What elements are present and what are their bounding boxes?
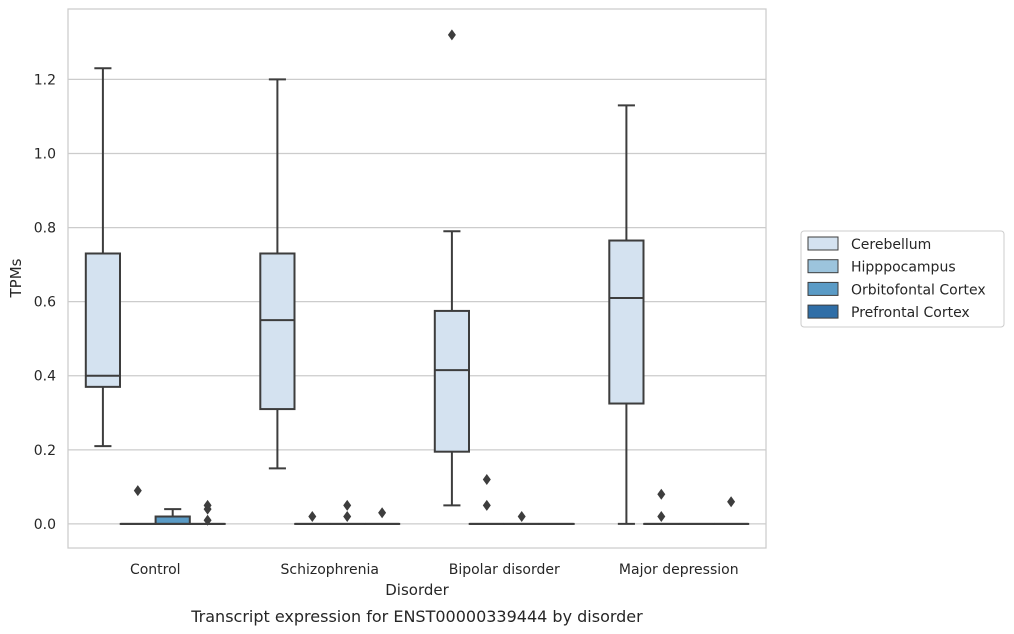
- outlier-point: [378, 507, 387, 519]
- outlier-point: [447, 29, 456, 41]
- outlier-point: [343, 499, 352, 511]
- box-cerebellum: [608, 104, 645, 525]
- box-body: [84, 252, 122, 388]
- legend-label: Prefrontal Cortex: [851, 305, 970, 321]
- outlier-point: [482, 473, 491, 485]
- outlier-point: [727, 496, 736, 508]
- outlier-point: [133, 485, 142, 497]
- outlier-point: [517, 511, 526, 523]
- box-prefrontal-cortex: [363, 507, 401, 525]
- outlier-point: [203, 503, 212, 515]
- x-tick-label: Major depression: [619, 562, 739, 578]
- gridlines: [68, 78, 766, 525]
- x-axis-label: Disorder: [385, 581, 449, 599]
- box-body: [433, 309, 471, 453]
- box-cerebellum: [259, 78, 296, 470]
- y-tick-label: 0.8: [34, 221, 56, 237]
- outlier-point: [657, 511, 666, 523]
- legend-swatch: [807, 236, 839, 251]
- outlier-point: [203, 514, 212, 526]
- box-orbitofontal-cortex: [503, 511, 540, 525]
- legend-label: Orbitofontal Cortex: [851, 282, 986, 298]
- y-tick-label: 0.4: [34, 369, 56, 385]
- chart-caption: Transcript expression for ENST0000033944…: [190, 607, 643, 626]
- plot-frame: [67, 8, 767, 549]
- y-tick-label: 0.2: [34, 443, 56, 459]
- outlier-point: [343, 511, 352, 523]
- outlier-point: [657, 488, 666, 500]
- box-cerebellum: [433, 29, 471, 507]
- box-hipppocampus: [294, 511, 331, 525]
- y-tick-label: 1.0: [34, 146, 56, 162]
- y-axis-label: TPMs: [7, 258, 25, 298]
- legend-swatch: [807, 304, 839, 319]
- box-body: [154, 515, 191, 525]
- box-hipppocampus: [468, 473, 505, 525]
- box-hipppocampus: [643, 488, 680, 525]
- box-orbitofontal-cortex: [154, 508, 191, 525]
- box-body: [608, 239, 645, 405]
- legend-label: Hipppocampus: [851, 260, 956, 276]
- box-prefrontal-cortex: [712, 496, 750, 525]
- x-tick-label: Bipolar disorder: [449, 562, 560, 578]
- x-tick-labels: Control Schizophrenia Bipolar disorder Majo…: [130, 562, 739, 578]
- y-tick-labels: 0.0 0.2 0.4 0.6 0.8 1.0 1.2: [34, 72, 56, 533]
- legend-frame: [800, 230, 1005, 328]
- box-prefrontal-cortex: [189, 499, 226, 526]
- legend-label: Cerebellum: [851, 237, 931, 253]
- boxes: [84, 29, 750, 526]
- y-tick-label: 1.2: [34, 72, 56, 88]
- outlier-point: [308, 511, 317, 523]
- box-cerebellum: [84, 67, 122, 448]
- box-body: [259, 252, 296, 411]
- legend-swatch: [807, 281, 839, 296]
- legend: Cerebellum Hipppocampus Orbitofontal Corte…: [800, 230, 1005, 328]
- x-tick-label: Schizophrenia: [281, 562, 379, 578]
- outlier-point: [482, 499, 491, 511]
- y-tick-label: 0.6: [34, 295, 56, 311]
- box-orbitofontal-cortex: [329, 499, 366, 525]
- legend-swatch: [807, 259, 839, 274]
- y-tick-label: 0.0: [34, 517, 56, 533]
- box-hipppocampus: [119, 485, 156, 525]
- x-tick-label: Control: [130, 562, 181, 578]
